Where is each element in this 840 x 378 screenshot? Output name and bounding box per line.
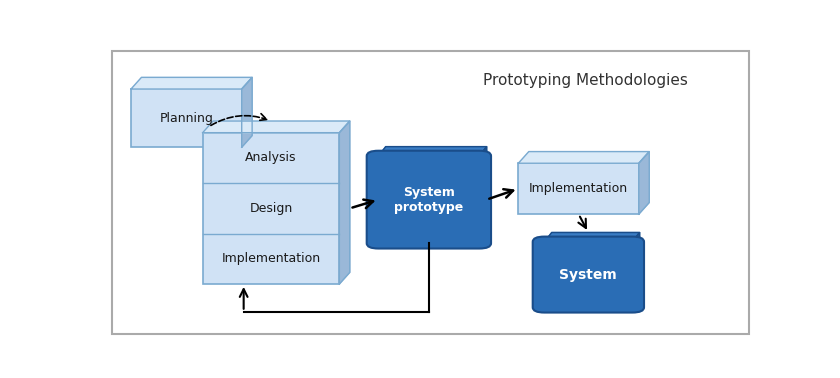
Polygon shape [131,77,252,89]
FancyBboxPatch shape [202,133,339,284]
FancyBboxPatch shape [367,151,491,248]
Text: Prototyping Methodologies: Prototyping Methodologies [482,73,687,88]
Text: System: System [559,268,617,282]
FancyArrowPatch shape [211,114,266,125]
Text: System
prototype: System prototype [394,186,464,214]
Polygon shape [339,121,349,284]
Text: Analysis: Analysis [245,152,297,164]
Text: Implementation: Implementation [529,182,628,195]
Polygon shape [633,232,639,307]
FancyBboxPatch shape [131,89,242,147]
Polygon shape [242,77,252,147]
Polygon shape [480,147,486,243]
Text: Design: Design [249,202,292,215]
Text: Implementation: Implementation [222,252,321,265]
Polygon shape [379,147,486,156]
Polygon shape [518,152,649,163]
FancyBboxPatch shape [533,237,644,313]
Polygon shape [639,152,649,214]
Polygon shape [202,121,349,133]
Text: Planning: Planning [160,112,213,125]
Polygon shape [544,232,639,242]
FancyBboxPatch shape [518,163,639,214]
